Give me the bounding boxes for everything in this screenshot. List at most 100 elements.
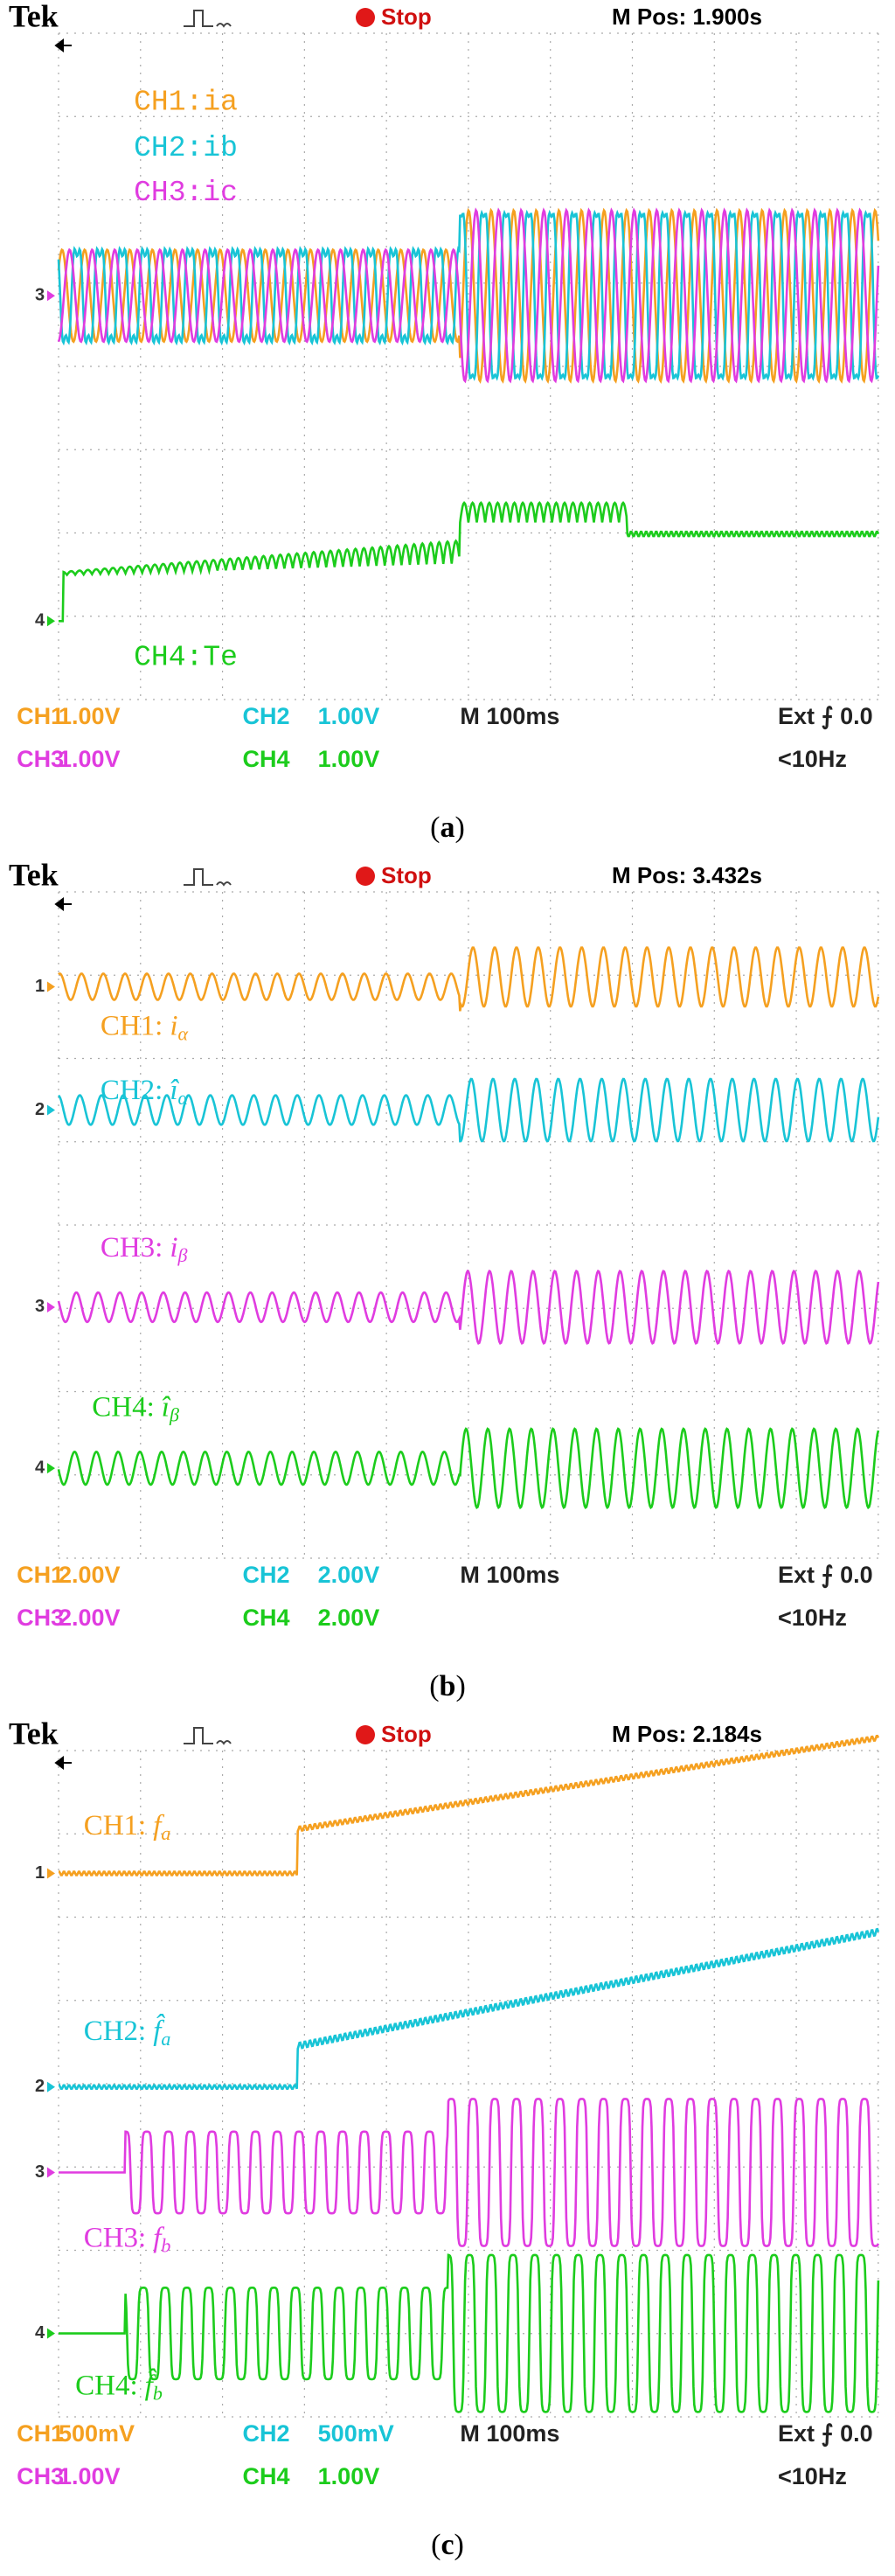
status-text: Ext ⨍ 0.0 bbox=[778, 2420, 873, 2447]
status-text: CH4 bbox=[243, 746, 290, 772]
label-subscript: b bbox=[161, 2235, 170, 2257]
waveform bbox=[57, 1427, 880, 1510]
marker-arrow bbox=[47, 2328, 55, 2339]
marker-arrow bbox=[47, 290, 55, 302]
channel-label: CH2: îα bbox=[101, 1074, 189, 1108]
label-text: CH4: bbox=[75, 2370, 138, 2401]
status-text: CH2 bbox=[243, 703, 290, 729]
channel-label: CH4:Te bbox=[134, 641, 238, 673]
label-text: CH2: bbox=[101, 1074, 163, 1105]
waveform bbox=[59, 2098, 880, 2247]
brand: Tek bbox=[9, 857, 59, 892]
channel-label: CH2: f̂a bbox=[84, 2012, 171, 2049]
label-text: CH1: bbox=[84, 1809, 147, 1841]
marker-arrow bbox=[47, 616, 55, 627]
channel-marker: 2 bbox=[35, 2077, 45, 2096]
status-text: 2.00V bbox=[318, 1605, 380, 1631]
caption-letter: b bbox=[440, 1670, 456, 1702]
status-text: CH2 bbox=[243, 2420, 290, 2447]
marker-arrow bbox=[47, 1301, 55, 1312]
waveform bbox=[59, 501, 880, 623]
status-text: 2.00V bbox=[59, 1605, 121, 1631]
status-text: 1.00V bbox=[59, 703, 121, 729]
label-text: CH1:ia bbox=[134, 86, 238, 118]
waveform bbox=[58, 1734, 880, 1876]
scope-panel: Tek Stop M Pos: 2.184s 1 2 3 4 CH1: fa CH2: f̂a CH3… bbox=[9, 1716, 880, 2561]
channel-label: CH3: fb bbox=[84, 2222, 171, 2256]
label-subscript: a bbox=[161, 2028, 170, 2050]
run-status: Stop bbox=[381, 3, 432, 30]
status-text: 1.00V bbox=[318, 746, 380, 772]
channel-marker: 4 bbox=[35, 1458, 45, 1477]
channel-marker: 3 bbox=[35, 286, 45, 305]
status-text: CH2 bbox=[243, 1562, 290, 1588]
status-text: Ext ⨍ 0.0 bbox=[778, 703, 873, 730]
status-text: M 100ms bbox=[460, 2420, 559, 2447]
status-text: CH1 bbox=[17, 703, 64, 729]
label-text: CH4: bbox=[92, 1391, 155, 1423]
channel-label: CH4: f̂b bbox=[75, 2367, 163, 2404]
status-text: Ext ⨍ 0.0 bbox=[778, 1562, 873, 1589]
label-subscript: α bbox=[178, 1087, 189, 1109]
status-text: CH4 bbox=[243, 1605, 290, 1631]
status-text: 1.00V bbox=[59, 746, 121, 772]
channel-label: CH1:ia bbox=[134, 86, 238, 118]
marker-arrow bbox=[47, 981, 55, 992]
trigger-icon bbox=[184, 10, 232, 28]
waveform bbox=[59, 2253, 880, 2413]
label-text: CH3:ic bbox=[134, 177, 238, 209]
channel-marker: 4 bbox=[35, 2323, 45, 2343]
status-text: <10Hz bbox=[778, 1605, 847, 1631]
marker-arrow bbox=[47, 1868, 55, 1879]
status-text: CH3 bbox=[17, 1605, 64, 1631]
channel-marker: 1 bbox=[35, 1863, 45, 1883]
waveform bbox=[58, 1927, 880, 2090]
trigger-arrow bbox=[54, 897, 72, 911]
caption-open: ( bbox=[429, 1670, 439, 1702]
status-text: 500mV bbox=[59, 2420, 135, 2447]
label-text: CH2: bbox=[84, 2015, 147, 2046]
status-text: 500mV bbox=[318, 2420, 394, 2447]
channel-label: CH1: iα bbox=[101, 1010, 189, 1044]
label-subscript: b bbox=[153, 2383, 163, 2405]
waveform bbox=[57, 1269, 880, 1345]
waveform bbox=[57, 207, 880, 384]
label-text: CH4:Te bbox=[134, 641, 238, 673]
status-text: CH3 bbox=[17, 2463, 64, 2489]
run-status: Stop bbox=[381, 862, 432, 888]
status-text: CH1 bbox=[17, 2420, 64, 2447]
stop-icon bbox=[356, 867, 375, 886]
status-text: 1.00V bbox=[318, 2463, 380, 2489]
caption: (b) bbox=[429, 1670, 466, 1702]
brand: Tek bbox=[9, 1716, 59, 1751]
brand: Tek bbox=[9, 0, 59, 33]
status-text: M 100ms bbox=[460, 703, 559, 729]
channel-label: CH2:ib bbox=[134, 132, 238, 164]
label-subscript: α bbox=[178, 1023, 189, 1045]
position: M Pos: 3.432s bbox=[612, 862, 762, 888]
status-text: 2.00V bbox=[59, 1562, 121, 1588]
status-text: CH3 bbox=[17, 746, 64, 772]
status-text: <10Hz bbox=[778, 2463, 847, 2489]
channel-label: CH4: îβ bbox=[92, 1391, 179, 1425]
caption-open: ( bbox=[431, 2529, 441, 2561]
channel-label: CH3:ic bbox=[134, 177, 238, 209]
trigger-arrow bbox=[54, 38, 72, 52]
caption-letter: a bbox=[441, 811, 455, 844]
marker-arrow bbox=[47, 2167, 55, 2178]
status-text: 2.00V bbox=[318, 1562, 380, 1588]
channel-marker: 1 bbox=[35, 977, 45, 996]
stop-icon bbox=[356, 8, 375, 27]
caption-open: ( bbox=[430, 811, 440, 844]
channel-marker: 3 bbox=[35, 1297, 45, 1316]
channel-label: CH1: fa bbox=[84, 1809, 171, 1843]
trigger-arrow bbox=[54, 1756, 72, 1770]
label-text: CH3: bbox=[84, 2222, 147, 2253]
waveform bbox=[57, 1077, 880, 1143]
status-text: 1.00V bbox=[59, 2463, 121, 2489]
label-text: CH1: bbox=[101, 1010, 163, 1041]
status-text: M 100ms bbox=[460, 1562, 559, 1588]
